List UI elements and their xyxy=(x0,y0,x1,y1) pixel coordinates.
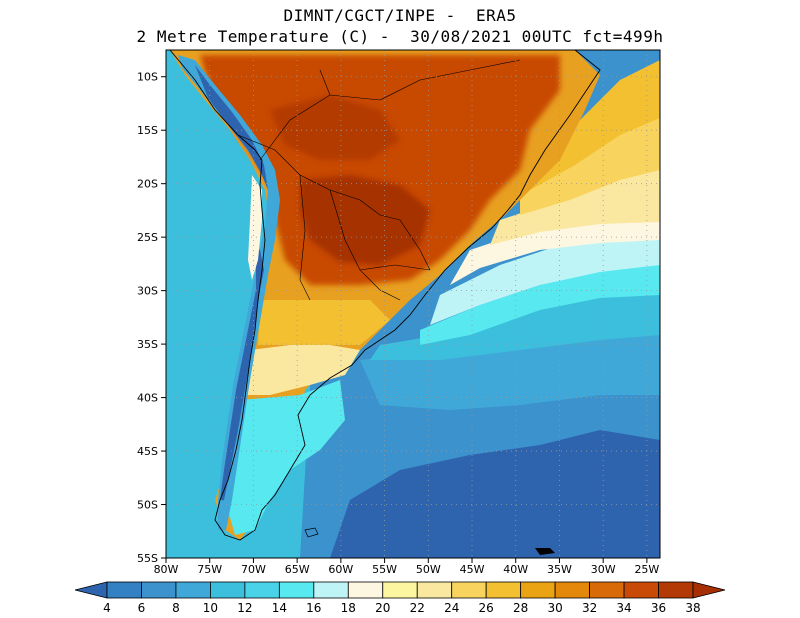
colorbar-label-32: 32 xyxy=(582,601,597,615)
colorbar-segment-13 xyxy=(554,581,590,599)
lat-label-25S: 25S xyxy=(137,231,158,244)
colorbar-segment-7 xyxy=(347,581,384,599)
colorbar-label-28: 28 xyxy=(513,601,528,615)
colorbar-segment-8 xyxy=(382,581,418,599)
region-andes-coldest-south xyxy=(220,249,265,501)
lat-label-35S: 35S xyxy=(137,338,158,351)
colorbar-segment-9 xyxy=(416,581,453,599)
region-central-argentina xyxy=(258,300,390,345)
map-frame xyxy=(165,49,661,559)
colorbar-segment-3 xyxy=(210,581,246,599)
region-atlantic-band-12 xyxy=(370,285,660,360)
lon-label-35W: 35W xyxy=(547,563,572,576)
colorbar-segment-5 xyxy=(278,581,315,599)
colorbar-label-30: 30 xyxy=(547,601,562,615)
lat-label-30S: 30S xyxy=(137,285,158,298)
lon-label-45W: 45W xyxy=(460,563,485,576)
colorbar-label-36: 36 xyxy=(651,601,666,615)
region-pampas-warm xyxy=(245,345,360,395)
colorbar-label-4: 4 xyxy=(103,601,111,615)
colorbar-label-6: 6 xyxy=(138,601,146,615)
colorbar-label-10: 10 xyxy=(203,601,218,615)
lon-axis: 80W 75W 70W 65W 60W 55W 50W 45W 40W 35W 30W 25W xyxy=(154,558,659,576)
colorbar-label-26: 26 xyxy=(479,601,494,615)
region-atlantic-warm xyxy=(490,165,660,245)
lon-label-40W: 40W xyxy=(503,563,528,576)
region-atlantic-cyan xyxy=(420,262,660,345)
colorbar-segment-10 xyxy=(451,581,487,599)
lon-label-25W: 25W xyxy=(634,563,659,576)
region-atlantic-pale xyxy=(430,236,660,325)
colorbar-segment-6 xyxy=(313,581,349,599)
country-borders xyxy=(237,59,521,301)
lat-label-50S: 50S xyxy=(137,499,158,512)
colorbar-segment-1 xyxy=(141,581,177,599)
colorbar-arrow-low xyxy=(74,581,108,599)
colorbar-label-38: 38 xyxy=(685,601,700,615)
region-atlantic-band-10 xyxy=(360,330,660,410)
colorbar-segment-15 xyxy=(623,581,659,599)
lon-label-80W: 80W xyxy=(154,563,179,576)
lon-label-70W: 70W xyxy=(241,563,266,576)
colorbar-label-8: 8 xyxy=(172,601,180,615)
colorbar-segment-4 xyxy=(244,581,280,599)
colorbar-label-34: 34 xyxy=(616,601,631,615)
title-line-1: DIMNT/CGCT/INPE - ERA5 xyxy=(283,6,517,25)
colorbar xyxy=(74,581,726,599)
colorbar-label-12: 12 xyxy=(237,601,252,615)
lon-label-55W: 55W xyxy=(372,563,397,576)
region-atlantic-deep xyxy=(330,430,660,558)
region-patagonia-cool xyxy=(225,380,345,535)
region-atlantic-cream xyxy=(450,220,660,285)
lon-label-75W: 75W xyxy=(197,563,222,576)
colorbar-label-16: 16 xyxy=(306,601,321,615)
region-atlantic-amber xyxy=(530,60,660,190)
region-atlantic-gold xyxy=(520,115,660,215)
colorbar-segment-11 xyxy=(485,581,522,599)
lon-label-65W: 65W xyxy=(285,563,310,576)
south-georgia xyxy=(535,548,555,555)
colorbar-segment-16 xyxy=(658,581,694,599)
region-amazon-hot xyxy=(270,95,400,160)
lat-axis: 10S 15S 20S 25S 30S 35S 40S 45S 50S 55S xyxy=(137,71,166,565)
colorbar-label-22: 22 xyxy=(410,601,425,615)
falkland-islands xyxy=(304,527,319,538)
lat-label-15S: 15S xyxy=(137,124,158,137)
coastline xyxy=(169,50,601,541)
lat-label-10S: 10S xyxy=(137,71,158,84)
colorbar-label-14: 14 xyxy=(272,601,287,615)
colorbar-segment-12 xyxy=(520,581,556,599)
lat-label-45S: 45S xyxy=(137,445,158,458)
colorbar-segment-2 xyxy=(175,581,211,599)
region-atacama-pale xyxy=(248,175,262,280)
temperature-field xyxy=(166,50,660,558)
colorbar-labels: 4 6 8 10 12 14 16 18 20 22 24 26 28 30 32 34 36 38 xyxy=(103,601,700,615)
lat-label-20S: 20S xyxy=(137,178,158,191)
colorbar-segment-0 xyxy=(106,581,142,599)
lon-label-50W: 50W xyxy=(416,563,441,576)
colorbar-label-18: 18 xyxy=(341,601,356,615)
lat-label-40S: 40S xyxy=(137,392,158,405)
colorbar-label-20: 20 xyxy=(375,601,390,615)
colorbar-label-24: 24 xyxy=(444,601,459,615)
colorbar-segment-14 xyxy=(589,581,625,599)
lon-label-60W: 60W xyxy=(328,563,353,576)
title-line-2: 2 Metre Temperature (C) - 30/08/2021 00U… xyxy=(136,27,664,46)
lat-label-55S: 55S xyxy=(137,552,158,565)
colorbar-arrow-high xyxy=(692,581,726,599)
lon-label-30W: 30W xyxy=(591,563,616,576)
